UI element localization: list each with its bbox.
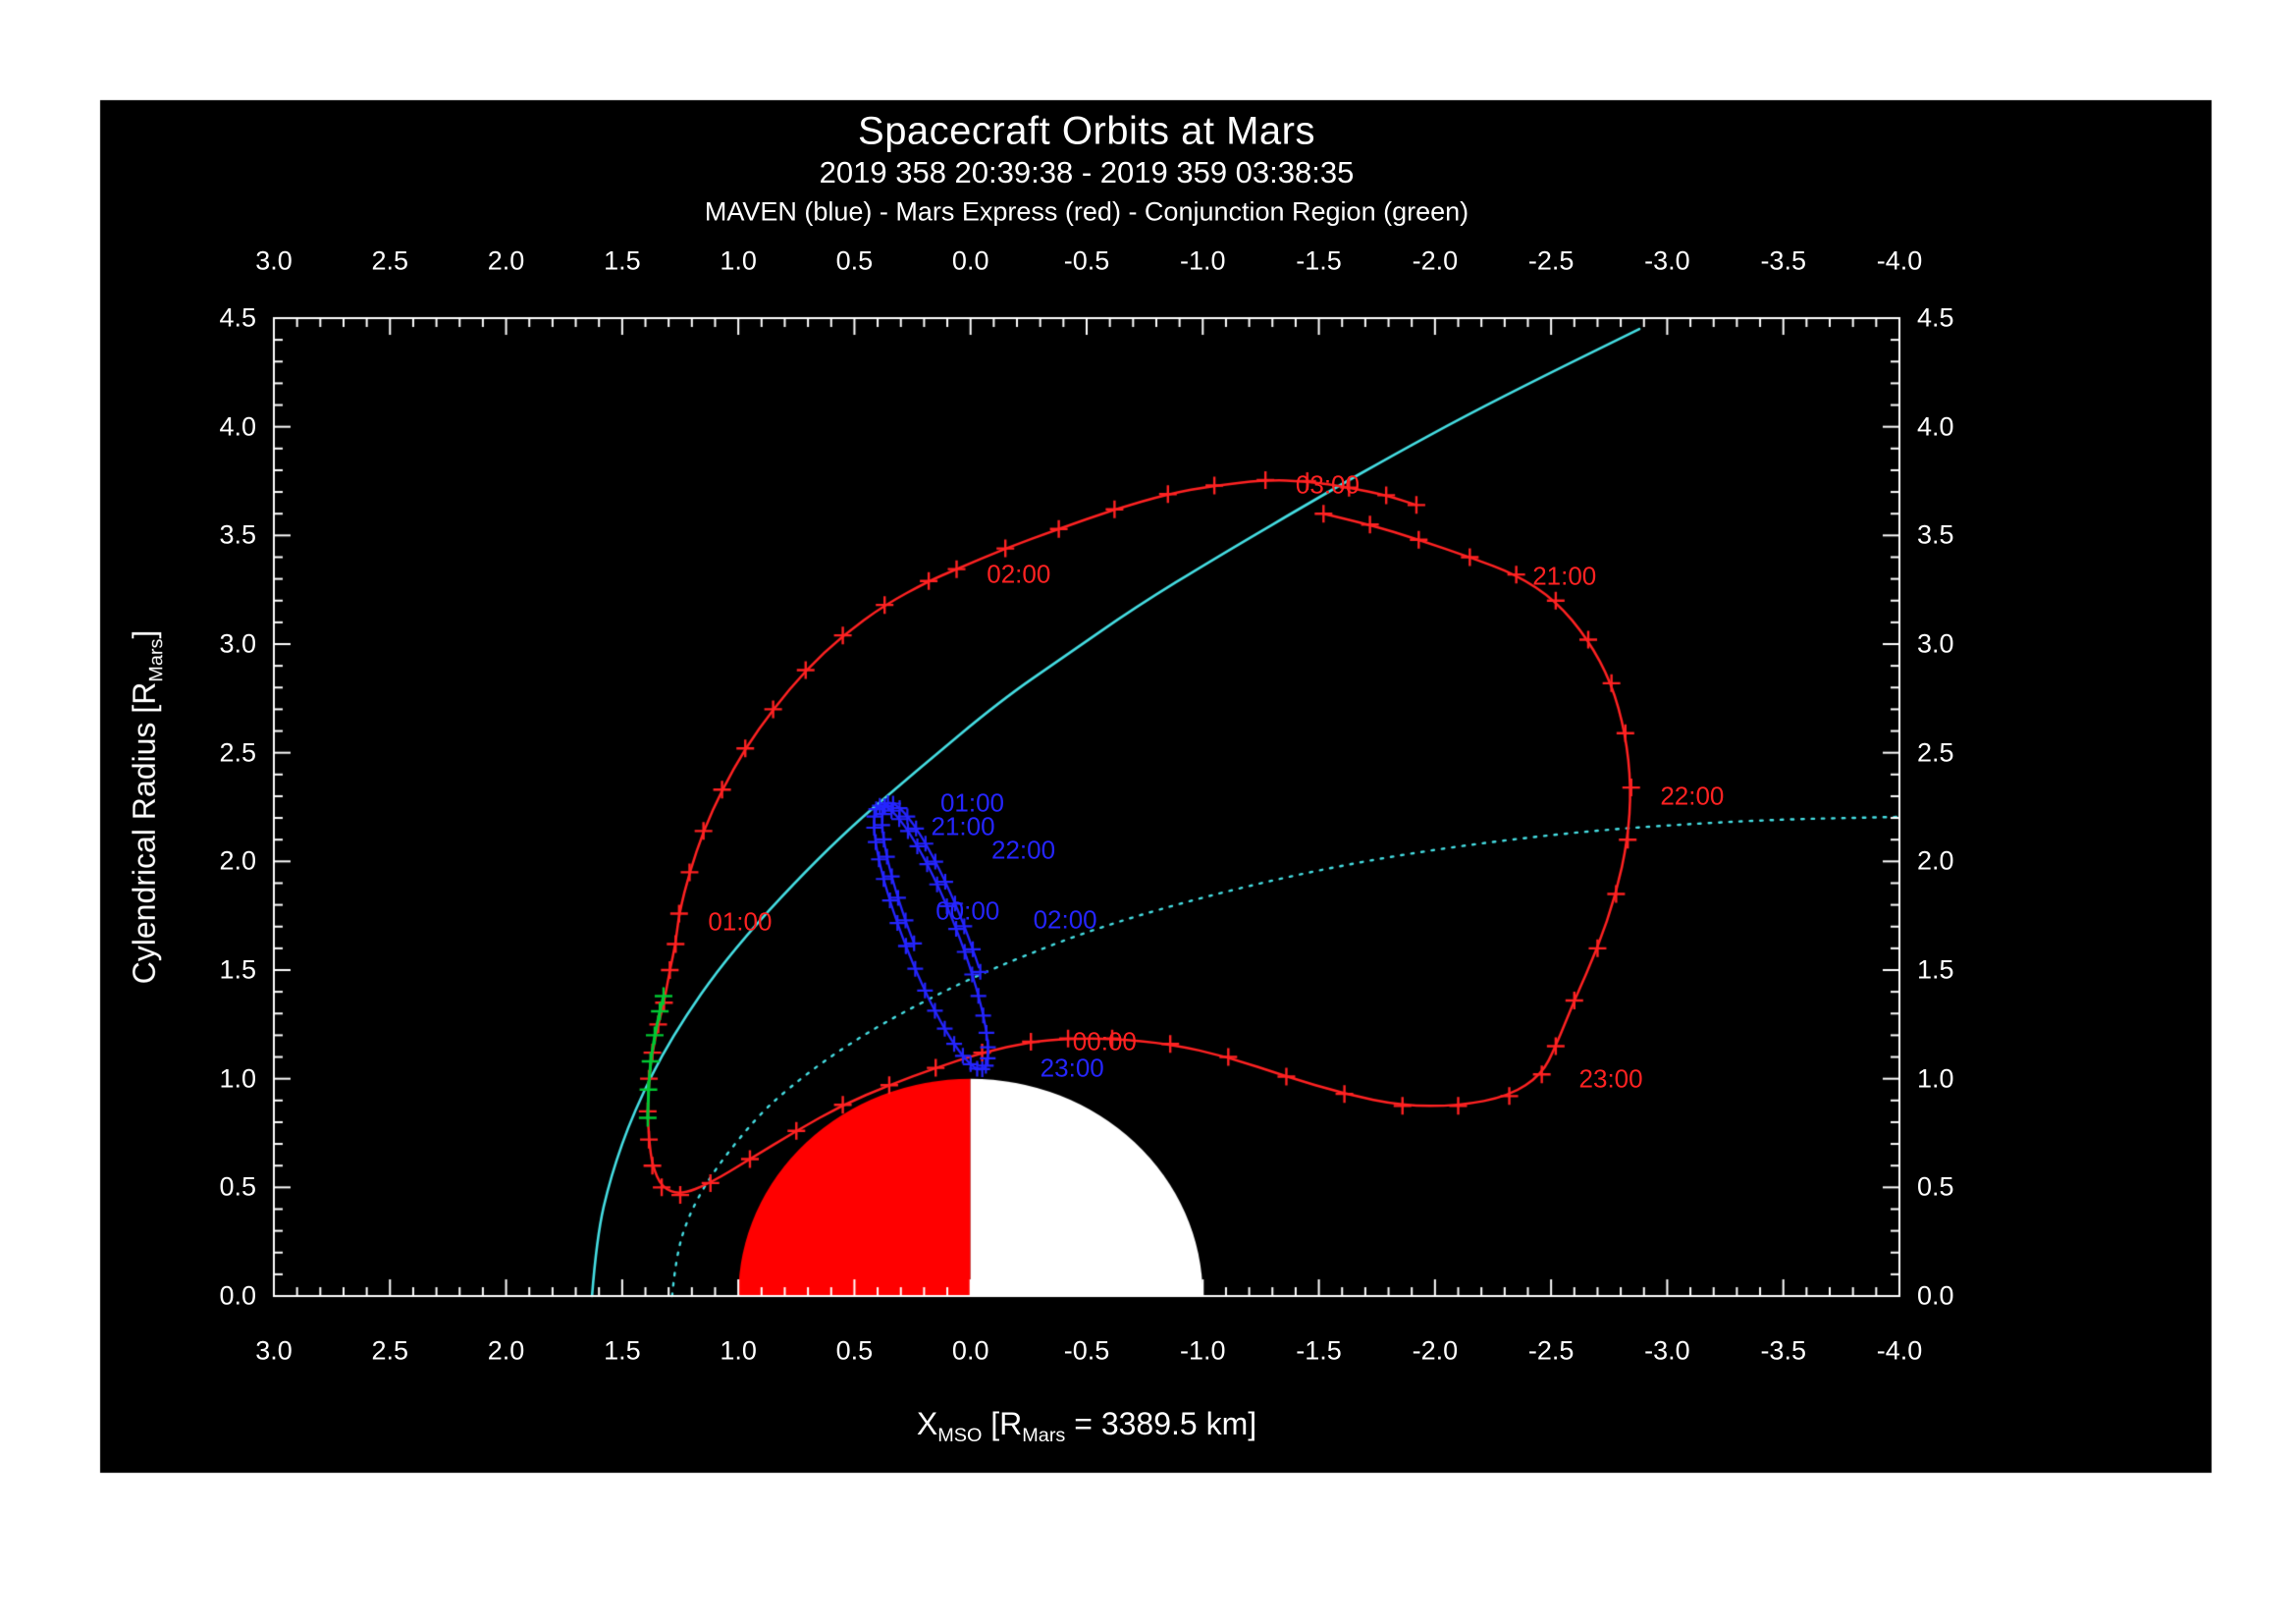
y-tick-label-right: 1.0 [1917, 1063, 1954, 1094]
y-tick-label-left: 0.0 [219, 1280, 256, 1311]
x-axis-label: XMSO [RMars = 3389.5 km] [917, 1406, 1256, 1447]
x-tick-label-bottom: 3.0 [255, 1335, 293, 1366]
x-tick-label-top: 1.5 [604, 245, 641, 276]
x-tick-label-top: -3.0 [1644, 245, 1690, 276]
x-tick-label-top: 2.5 [371, 245, 409, 276]
x-tick-label-top: 3.0 [255, 245, 293, 276]
y-tick-label-left: 2.0 [219, 845, 256, 876]
y-axis-label-sub-mars: Mars [145, 638, 168, 682]
y-tick-label-left: 3.5 [219, 519, 256, 550]
y-tick-label-left: 2.5 [219, 737, 256, 768]
x-tick-label-bottom: -2.5 [1527, 1335, 1575, 1366]
x-tick-label-bottom: -4.0 [1876, 1335, 1923, 1366]
y-tick-label-left: 0.5 [219, 1171, 256, 1202]
x-tick-label-bottom: 2.0 [487, 1335, 525, 1366]
x-tick-label-top: -4.0 [1876, 245, 1923, 276]
plot-legend-line: MAVEN (blue) - Mars Express (red) - Conj… [704, 196, 1469, 227]
x-tick-label-bottom: -0.5 [1063, 1335, 1110, 1366]
y-axis-label-text: Cylendrical Radius [R [126, 681, 162, 985]
maven-time-label: 23:00 [1040, 1053, 1104, 1083]
y-tick-label-left: 4.5 [219, 302, 256, 333]
y-axis-label-post: ] [126, 629, 162, 639]
x-tick-label-bottom: -1.0 [1180, 1335, 1226, 1366]
y-axis-label: Cylendrical Radius [RMars] [127, 630, 168, 985]
maven-time-label: 22:00 [991, 835, 1056, 865]
mex-time-label: 02:00 [987, 559, 1051, 589]
x-tick-label-bottom: 0.0 [951, 1335, 989, 1366]
y-tick-label-right: 4.5 [1917, 302, 1954, 333]
maven-time-label: 02:00 [1033, 904, 1097, 935]
y-tick-label-right: 3.5 [1917, 519, 1954, 550]
maven-time-label: 01:00 [939, 787, 1005, 818]
x-tick-label-top: -2.5 [1527, 245, 1575, 276]
x-tick-label-top: 2.0 [487, 245, 525, 276]
y-tick-label-left: 3.0 [219, 628, 256, 659]
x-axis-label-sub-mars: Mars [1022, 1425, 1066, 1447]
y-tick-label-left: 1.0 [219, 1063, 256, 1094]
x-tick-label-bottom: 2.5 [371, 1335, 409, 1366]
plot-title: Spacecraft Orbits at Mars [858, 109, 1315, 153]
x-tick-label-bottom: 0.5 [835, 1335, 874, 1366]
y-tick-label-right: 2.0 [1917, 845, 1954, 876]
mex-time-label: 22:00 [1660, 781, 1725, 811]
x-axis-label-post: = 3389.5 km] [1065, 1405, 1257, 1441]
mex-time-label: 00:00 [1072, 1026, 1137, 1056]
y-tick-label-left: 4.0 [219, 411, 256, 442]
x-axis-label-text: X [916, 1405, 938, 1441]
x-tick-label-top: -1.5 [1296, 245, 1342, 276]
mex-time-label: 21:00 [1532, 561, 1597, 591]
y-tick-label-right: 2.5 [1917, 737, 1954, 768]
mex-time-label: 01:00 [708, 906, 773, 937]
x-tick-label-bottom: -2.0 [1412, 1335, 1459, 1366]
x-tick-label-top: -2.0 [1412, 245, 1459, 276]
x-tick-label-top: -3.5 [1760, 245, 1806, 276]
mex-time-label: 03:00 [1295, 469, 1360, 500]
y-tick-label-left: 1.5 [219, 954, 256, 985]
x-tick-label-top: 1.0 [720, 245, 757, 276]
y-tick-label-right: 1.5 [1917, 954, 1954, 985]
mex-time-label: 23:00 [1578, 1063, 1643, 1094]
maven-time-label: 21:00 [931, 811, 995, 841]
y-tick-label-right: 0.0 [1917, 1280, 1954, 1311]
y-tick-label-right: 0.5 [1917, 1171, 1954, 1202]
x-tick-label-bottom: 1.5 [604, 1335, 641, 1366]
x-tick-label-bottom: -1.5 [1296, 1335, 1342, 1366]
plot-subtitle: 2019 358 20:39:38 - 2019 359 03:38:35 [819, 155, 1355, 189]
x-axis-label-mid: [R [982, 1405, 1023, 1441]
x-tick-label-top: -1.0 [1180, 245, 1226, 276]
x-tick-label-top: 0.0 [951, 245, 989, 276]
y-tick-label-right: 4.0 [1917, 411, 1954, 442]
maven-time-label: 00:00 [935, 895, 1000, 926]
x-tick-label-bottom: -3.5 [1760, 1335, 1806, 1366]
x-tick-label-top: -0.5 [1063, 245, 1110, 276]
x-axis-label-sub-mso: MSO [937, 1425, 983, 1447]
x-tick-label-bottom: 1.0 [720, 1335, 757, 1366]
x-tick-label-bottom: -3.0 [1644, 1335, 1690, 1366]
y-tick-label-right: 3.0 [1917, 628, 1954, 659]
x-tick-label-top: 0.5 [835, 245, 874, 276]
